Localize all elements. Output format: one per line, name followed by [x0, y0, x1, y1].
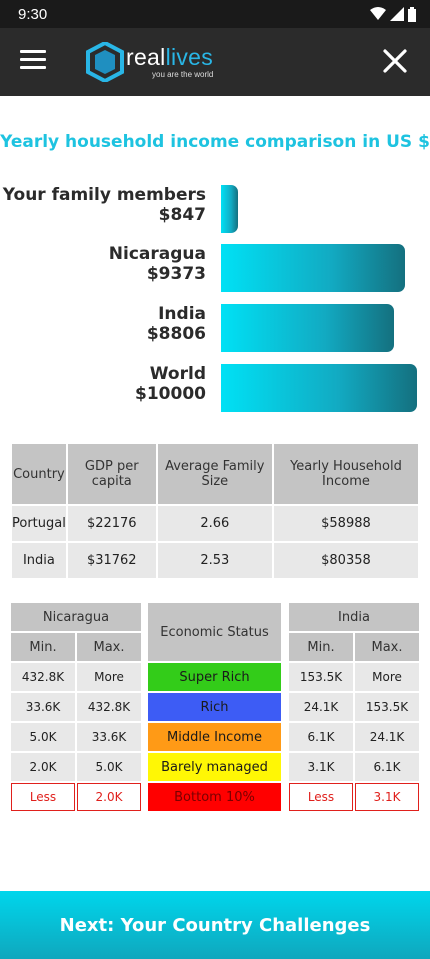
- economic-status-level: Barely managed: [148, 753, 281, 781]
- table-cell: $31762: [67, 543, 156, 578]
- table-cell: 2.66: [157, 506, 272, 541]
- signal-icon: [390, 7, 404, 21]
- table-cell: $80358: [273, 543, 418, 578]
- economic-status-column: Economic Status Super Rich Rich Middle Inc…: [148, 603, 281, 813]
- right-table-country: India: [289, 603, 419, 631]
- economic-status-header: Economic Status: [148, 603, 281, 661]
- economic-status-level: Bottom 10%: [148, 783, 281, 811]
- table-cell: 432.8K: [77, 693, 141, 721]
- bar-category-label: Nicaragua: [108, 244, 206, 264]
- bar-category-label: Your family members: [2, 185, 206, 205]
- table-cell: 3.1K: [355, 783, 419, 811]
- column-header-family-size: Average Family Size: [157, 444, 272, 504]
- status-bar: 9:30: [0, 0, 430, 28]
- table-cell: Portugal: [12, 506, 66, 541]
- column-header-country: Country: [12, 444, 66, 504]
- nicaragua-range-table: Nicaragua Min. Max. 432.8K More 33.6K 432.…: [9, 601, 143, 813]
- logo-hexagon-icon: [86, 42, 124, 82]
- table-cell: Less: [11, 783, 75, 811]
- logo-word: reallives: [126, 43, 214, 70]
- table-cell: 33.6K: [11, 693, 75, 721]
- menu-icon: [20, 50, 46, 53]
- close-icon[interactable]: [382, 48, 408, 74]
- table-cell: More: [355, 663, 419, 691]
- left-max-header: Max.: [77, 633, 141, 661]
- wifi-icon: [370, 7, 386, 20]
- table-row: 5.0K 33.6K: [11, 723, 141, 751]
- table-cell: 153.5K: [289, 663, 353, 691]
- table-cell: 2.53: [157, 543, 272, 578]
- table-row: 432.8K More: [11, 663, 141, 691]
- table-header-row: Country GDP per capita Average Family Si…: [12, 444, 418, 504]
- economic-status-level: Rich: [148, 693, 281, 721]
- bar: [221, 364, 417, 412]
- status-time: 9:30: [18, 5, 48, 23]
- table-cell: 24.1K: [355, 723, 419, 751]
- bar-value-label: $10000: [135, 384, 206, 404]
- battery-icon: [408, 6, 416, 22]
- table-row: 33.6K 432.8K: [11, 693, 141, 721]
- table-cell: 3.1K: [289, 753, 353, 781]
- left-table-country: Nicaragua: [11, 603, 141, 631]
- table-row: 2.0K 5.0K: [11, 753, 141, 781]
- bar: [221, 185, 238, 233]
- table-row: 6.1K 24.1K: [289, 723, 419, 751]
- bar-category-label: India: [158, 304, 206, 324]
- table-cell: 432.8K: [11, 663, 75, 691]
- india-range-table: India Min. Max. 153.5K More 24.1K 153.5K 6…: [287, 601, 421, 813]
- table-row: India $31762 2.53 $80358: [12, 543, 418, 578]
- right-max-header: Max.: [355, 633, 419, 661]
- table-cell: 6.1K: [355, 753, 419, 781]
- economic-status-level: Super Rich: [148, 663, 281, 691]
- table-row: Less 3.1K: [289, 783, 419, 811]
- table-cell: $58988: [273, 506, 418, 541]
- table-row: 3.1K 6.1K: [289, 753, 419, 781]
- table-row: 24.1K 153.5K: [289, 693, 419, 721]
- table-cell: 2.0K: [77, 783, 141, 811]
- country-comparison-table: Country GDP per capita Average Family Si…: [10, 442, 420, 580]
- bar-label: Your family members $847: [3, 185, 206, 225]
- next-button[interactable]: Next: Your Country Challenges: [0, 891, 430, 959]
- status-icons: [370, 6, 416, 22]
- bar-label: World $10000: [135, 364, 206, 404]
- right-min-header: Min.: [289, 633, 353, 661]
- table-cell: 2.0K: [11, 753, 75, 781]
- table-row: 153.5K More: [289, 663, 419, 691]
- left-min-header: Min.: [11, 633, 75, 661]
- economic-status-level: Middle Income: [148, 723, 281, 751]
- bar: [221, 244, 405, 292]
- table-row: Less 2.0K: [11, 783, 141, 811]
- bar-value-label: $847: [158, 205, 206, 225]
- table-cell: More: [77, 663, 141, 691]
- page-title: Yearly household income comparison in US…: [0, 132, 430, 152]
- bar-value-label: $8806: [146, 324, 206, 344]
- table-cell: 33.6K: [77, 723, 141, 751]
- table-cell: India: [12, 543, 66, 578]
- table-cell: Less: [289, 783, 353, 811]
- bar-label: India $8806: [147, 304, 206, 344]
- table-cell: 5.0K: [11, 723, 75, 751]
- table-cell: $22176: [67, 506, 156, 541]
- logo: reallives you are the world: [86, 40, 213, 84]
- table-row: Portugal $22176 2.66 $58988: [12, 506, 418, 541]
- column-header-income: Yearly Household Income: [273, 444, 418, 504]
- menu-button[interactable]: [20, 50, 46, 72]
- logo-tagline: you are the world: [152, 69, 214, 79]
- table-cell: 153.5K: [355, 693, 419, 721]
- bar-value-label: $9373: [146, 264, 206, 284]
- table-cell: 24.1K: [289, 693, 353, 721]
- bar: [221, 304, 394, 352]
- app-bar: reallives you are the world: [0, 28, 430, 96]
- column-header-gdp: GDP per capita: [67, 444, 156, 504]
- bar-label: Nicaragua $9373: [109, 244, 206, 284]
- table-cell: 6.1K: [289, 723, 353, 751]
- table-cell: 5.0K: [77, 753, 141, 781]
- bar-category-label: World: [149, 364, 206, 384]
